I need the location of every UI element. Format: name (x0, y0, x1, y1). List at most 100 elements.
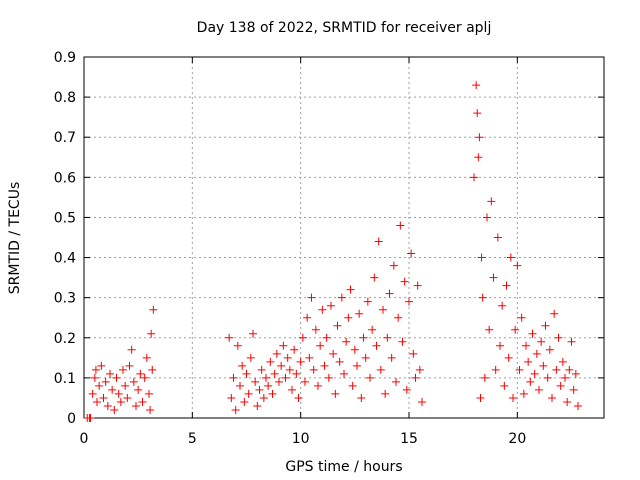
plot-frame (83, 56, 605, 419)
data-point (418, 397, 426, 406)
y-tick-label: 0.1 (54, 371, 76, 387)
data-point (522, 341, 530, 350)
data-point (383, 333, 392, 342)
data-point (88, 389, 97, 398)
data-point (97, 361, 106, 370)
data-point (535, 385, 543, 394)
y-tick-label: 0 (67, 411, 76, 427)
data-point (281, 373, 290, 382)
x-tick-label: 15 (400, 431, 418, 447)
data-point (571, 369, 580, 378)
data-point (543, 373, 552, 382)
data-point (502, 281, 511, 290)
data-point (244, 389, 253, 398)
data-point (526, 377, 535, 386)
data-point (337, 293, 346, 302)
data-point (363, 297, 372, 306)
data-point (136, 369, 145, 378)
data-point (108, 385, 117, 394)
data-point (563, 397, 572, 406)
data-point (320, 361, 329, 370)
data-point (550, 309, 559, 318)
data-points (83, 81, 582, 422)
data-point (240, 397, 249, 406)
data-point (301, 377, 309, 386)
data-point (394, 313, 403, 322)
data-point (565, 365, 574, 374)
data-point (285, 365, 294, 374)
data-point (530, 369, 539, 378)
x-axis-label: GPS time / hours (285, 459, 402, 475)
data-point (548, 393, 556, 402)
data-point (110, 405, 119, 414)
data-point (376, 365, 385, 374)
data-point (344, 313, 353, 322)
data-point (277, 361, 286, 370)
data-point (305, 353, 314, 362)
data-point (242, 369, 251, 378)
data-point (515, 365, 524, 374)
data-point (249, 329, 257, 338)
data-point (504, 353, 513, 362)
data-point (387, 353, 396, 362)
data-point (294, 393, 303, 402)
data-point (569, 385, 578, 394)
data-point (368, 325, 377, 334)
data-point (262, 373, 270, 382)
data-point (101, 377, 110, 386)
data-point (361, 353, 370, 362)
data-point (123, 393, 132, 402)
y-tick-label: 0.2 (54, 331, 76, 347)
data-point (509, 393, 517, 402)
data-point (498, 301, 507, 310)
data-point (545, 345, 554, 354)
data-point (355, 309, 364, 318)
data-point (480, 373, 489, 382)
data-point (473, 109, 482, 118)
data-point (374, 237, 383, 246)
data-point (91, 365, 100, 374)
data-point (333, 321, 342, 330)
data-point (353, 361, 361, 370)
data-point (238, 361, 247, 370)
data-point (148, 365, 157, 374)
data-point (264, 381, 273, 390)
data-point (392, 377, 400, 386)
data-point (275, 377, 283, 386)
data-point (532, 349, 541, 358)
data-point (407, 249, 416, 258)
data-point (327, 301, 335, 310)
data-point (556, 381, 565, 390)
data-point (500, 381, 509, 390)
data-point (474, 153, 483, 162)
data-point (348, 381, 357, 390)
data-point (121, 381, 130, 390)
data-point (470, 173, 478, 182)
y-axis-label: SRMTID / TECUs (7, 182, 23, 295)
chart-title: Day 138 of 2022, SRMTID for receiver apl… (197, 20, 492, 36)
x-tick-label: 5 (188, 431, 197, 447)
data-point (415, 365, 424, 374)
data-point (541, 321, 550, 330)
data-point (255, 385, 264, 394)
data-point (99, 393, 108, 402)
data-point (478, 293, 487, 302)
y-tick-label: 0.3 (54, 291, 76, 307)
data-point (389, 261, 398, 270)
data-point (346, 285, 355, 294)
data-point (350, 345, 359, 354)
data-point (112, 373, 121, 382)
data-point (411, 373, 420, 382)
data-point (483, 213, 491, 222)
data-point (106, 369, 114, 378)
data-point (146, 405, 155, 414)
data-point (270, 369, 279, 378)
data-point (496, 341, 504, 350)
data-point (229, 373, 238, 382)
data-point (279, 341, 288, 350)
data-point (574, 401, 582, 410)
data-point (95, 381, 104, 390)
data-point (140, 373, 149, 382)
y-tick-label: 0.6 (54, 170, 76, 186)
